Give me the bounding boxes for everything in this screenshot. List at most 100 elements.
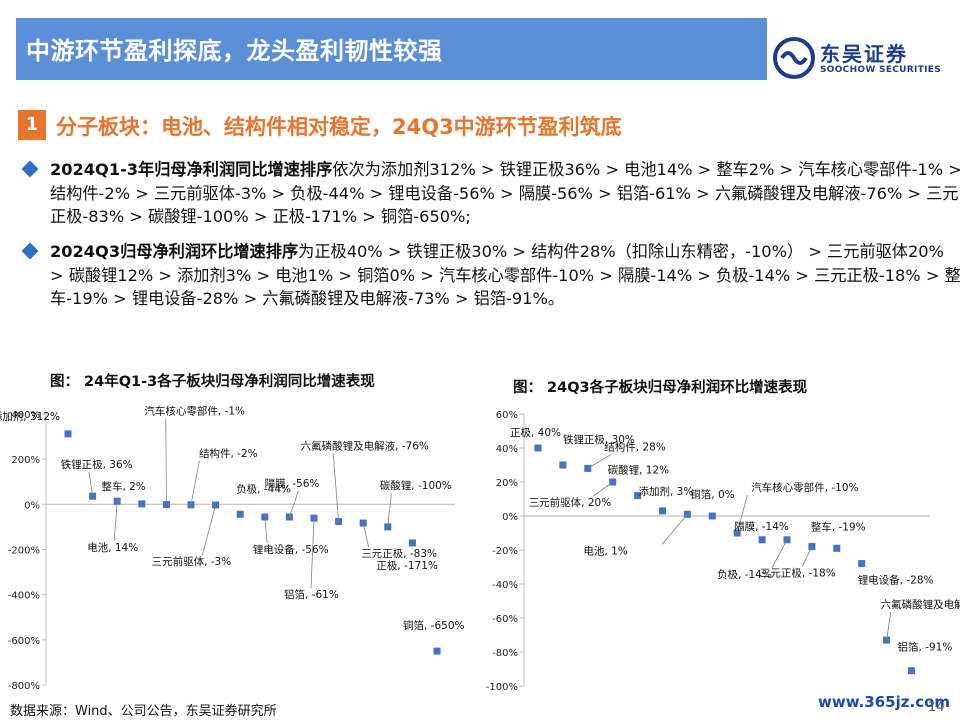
- data-label: 负极, -44%: [236, 482, 291, 495]
- data-label: 三元正极, -18%: [760, 567, 836, 580]
- data-label: 三元前驱体, 20%: [529, 496, 612, 509]
- section-number: 1: [18, 110, 46, 140]
- data-point: [783, 536, 791, 544]
- data-source: 数据来源：Wind、公司公告，东吴证券研究所: [10, 704, 277, 719]
- data-point: [584, 464, 592, 472]
- header-bar: 中游环节盈利探底，龙头盈利韧性较强: [16, 18, 767, 80]
- data-label: 正极, -171%: [376, 559, 438, 572]
- y-tick-label: 400%: [11, 410, 40, 421]
- data-point: [408, 539, 416, 547]
- data-point: [808, 543, 816, 551]
- data-label: 铜箔, 0%: [690, 488, 734, 501]
- diamond-bullet-icon: [21, 242, 39, 260]
- leader-line: [362, 522, 369, 548]
- data-label: 碳酸锂, -100%: [380, 479, 452, 492]
- data-label: 结构件, 28%: [604, 440, 666, 453]
- data-label: 负极, -14%: [717, 568, 772, 581]
- data-point: [833, 544, 841, 552]
- section-title: 分子板块：电池、结构件相对稳定，24Q3中游环节盈利筑底: [56, 115, 622, 139]
- page-title: 中游环节盈利探底，龙头盈利韧性较强: [26, 37, 443, 65]
- data-point: [64, 430, 72, 438]
- leader-line: [202, 504, 216, 556]
- y-tick-label: -200%: [8, 546, 40, 557]
- data-point: [113, 497, 121, 505]
- data-label: 整车, 2%: [101, 480, 145, 493]
- leader-line: [801, 546, 813, 567]
- y-tick-label: -80%: [492, 648, 518, 659]
- data-point: [534, 444, 542, 452]
- data-point: [559, 461, 567, 469]
- logo-mark-icon: [773, 37, 815, 79]
- data-point: [609, 478, 617, 486]
- y-tick-label: -600%: [8, 636, 40, 647]
- y-tick-label: -100%: [486, 682, 518, 693]
- data-label: 正极, 40%: [510, 426, 561, 439]
- data-label: 六氟磷酸锂及电解液, -73%: [881, 598, 960, 611]
- bullet-lead: 2024Q1-3年归母净利润同比增速排序: [50, 160, 333, 179]
- leader-line: [165, 418, 167, 505]
- data-label: 添加剂, 312%: [0, 410, 60, 423]
- logo-text-cn: 东吴证券: [820, 42, 908, 66]
- leader-line: [289, 490, 299, 518]
- company-logo: 东吴证券 SOOCHOW SECURITIES: [772, 36, 947, 84]
- data-point: [683, 510, 691, 518]
- leader-line: [332, 453, 339, 522]
- y-tick-label: -60%: [492, 614, 518, 625]
- leader-line: [593, 481, 613, 497]
- y-tick-label: 40%: [496, 444, 518, 455]
- bullet-body: 依次为添加剂312% > 铁锂正极36% > 电池14% > 整车2% > 汽车…: [50, 160, 960, 226]
- data-label: 碳酸锂, 12%: [608, 464, 670, 477]
- y-tick-label: 0%: [502, 512, 518, 523]
- bullet-body: 为正极40% > 铁锂正极30% > 结构件28%（扣除山东精密，-10%） >…: [50, 242, 960, 308]
- y-tick-label: -40%: [492, 580, 518, 591]
- data-label: 电池, 14%: [87, 541, 138, 554]
- data-point: [634, 492, 642, 500]
- y-tick-label: 20%: [496, 478, 518, 489]
- leader-line: [88, 472, 93, 497]
- data-label: 添加剂, 3%: [639, 485, 694, 498]
- data-point: [908, 667, 915, 675]
- data-label: 三元正极, -83%: [361, 547, 437, 560]
- leader-line: [310, 518, 315, 589]
- data-label: 结构件, -2%: [199, 447, 258, 460]
- leader-line: [736, 494, 748, 534]
- y-tick-label: -800%: [8, 681, 40, 692]
- data-point: [162, 501, 170, 509]
- data-label: 锂电设备, -56%: [253, 543, 329, 556]
- data-point: [433, 647, 441, 655]
- data-label: 铝箔, -61%: [284, 588, 339, 601]
- diamond-bullet-icon: [21, 160, 39, 178]
- leader-line: [886, 612, 892, 641]
- logo-text-en: SOOCHOW SECURITIES: [820, 65, 941, 75]
- data-label: 三元前驱体, -3%: [152, 555, 232, 568]
- leader-line: [113, 501, 118, 542]
- chart1-title: 图： 24年Q1-3各子板块归母净利润同比增速表现: [50, 374, 375, 390]
- data-label: 六氟磷酸锂及电解液, -76%: [301, 439, 429, 452]
- chart2-title: 图： 24Q3各子板块归母净利润环比增速表现: [513, 380, 808, 396]
- y-tick-label: 200%: [11, 455, 40, 466]
- data-label: 电池, 1%: [583, 544, 627, 557]
- data-point: [89, 492, 97, 500]
- y-tick-label: 0%: [24, 500, 40, 511]
- data-point: [138, 500, 146, 508]
- data-label: 铜箔, -650%: [403, 619, 465, 632]
- watermark: www.365jz.com: [818, 693, 951, 711]
- chart2-qoq-scatter: 60% 40% 20% 0% -20% -40% -60% -80% -100% 正极, 40%铁…: [486, 410, 960, 693]
- data-label: 锂电设备, -28%: [858, 574, 934, 587]
- bullet-text: 2024Q1-3年归母净利润同比增速排序依次为添加剂312% > 铁锂正极36%…: [50, 158, 960, 229]
- leader-line: [771, 539, 788, 568]
- data-label: 铝箔, -91%: [898, 641, 953, 654]
- data-point: [236, 510, 244, 518]
- data-label: 铁锂正极, 30%: [563, 433, 635, 446]
- leader-line: [190, 460, 200, 505]
- data-point: [858, 560, 866, 568]
- y-tick-label: -20%: [492, 546, 518, 557]
- data-point: [758, 536, 766, 544]
- leader-line: [387, 492, 392, 527]
- leader-line: [661, 514, 688, 545]
- chart1-yoy-scatter: 400% 200% 0% -200% -400% -600% -800% 添加剂, 312% 铁…: [0, 405, 465, 692]
- data-label: 隔膜, -14%: [734, 521, 789, 533]
- leader-line: [587, 454, 612, 469]
- data-label: 铁锂正极, 36%: [61, 458, 133, 471]
- page-number: 14: [928, 700, 945, 715]
